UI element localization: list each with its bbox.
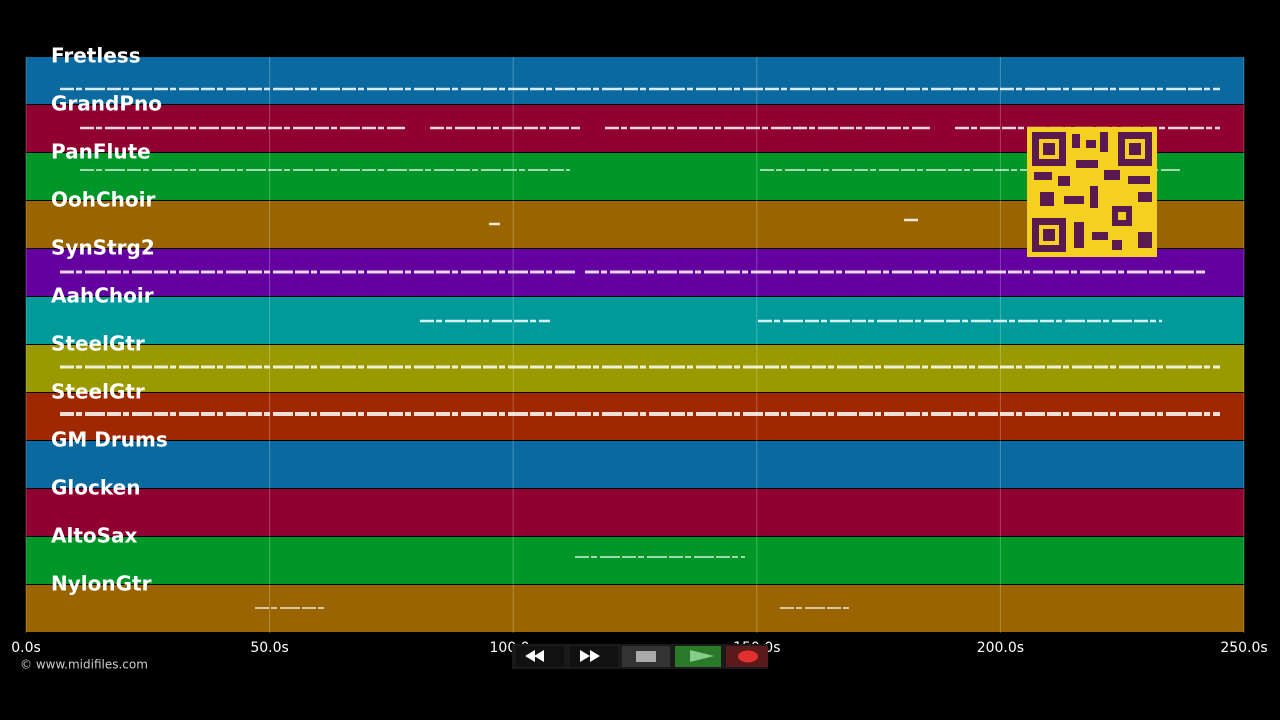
track-name: GM Drums (51, 428, 168, 452)
stop-button[interactable] (622, 646, 670, 667)
track-name: Glocken (51, 476, 140, 500)
transport (512, 644, 768, 669)
track-band (26, 537, 1244, 584)
track-name: OohChoir (51, 188, 155, 212)
track-name: GrandPno (51, 92, 162, 116)
time-tick-label: 200.0s (977, 640, 1024, 656)
track-name: AahChoir (51, 284, 154, 308)
time-tick-label: 50.0s (250, 640, 288, 656)
track-name: SteelGtr (51, 332, 145, 356)
forward-button[interactable] (570, 646, 618, 667)
copyright: © www.midifiles.com (20, 658, 148, 672)
track-labels: Fretless GrandPno PanFlute OohChoir SynStrg2… (51, 44, 168, 596)
track-name: NylonGtr (51, 572, 152, 596)
track-name: SteelGtr (51, 380, 145, 404)
rewind-button[interactable] (516, 646, 564, 667)
grid (25, 57, 1245, 633)
track-band (26, 585, 1244, 632)
track-name: PanFlute (51, 140, 151, 164)
track-name: AltoSax (51, 524, 138, 548)
qr-code (1027, 127, 1157, 257)
track-band (26, 393, 1244, 440)
track-band (26, 489, 1244, 536)
track-band (26, 57, 1244, 104)
track-band (26, 441, 1244, 488)
play-button[interactable] (675, 646, 721, 667)
track-name: SynStrg2 (51, 236, 155, 260)
time-tick-label: 250.0s (1220, 640, 1267, 656)
track-name: Fretless (51, 44, 141, 68)
record-button[interactable] (726, 646, 768, 667)
time-tick-label: 0.0s (11, 640, 41, 656)
notes (60, 87, 1220, 609)
